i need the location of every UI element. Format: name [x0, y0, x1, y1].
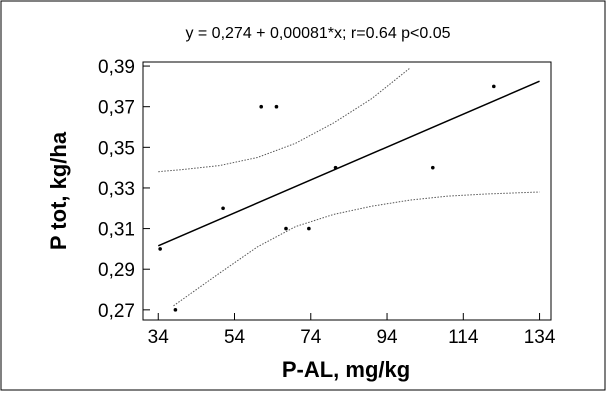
x-tick-label: 134 — [524, 327, 556, 348]
confidence-band — [158, 67, 540, 307]
data-point — [492, 84, 496, 89]
data-point — [333, 165, 338, 170]
y-tick-label: 0,39 — [98, 57, 135, 78]
data-point — [173, 308, 178, 312]
x-tick-label: 94 — [376, 327, 398, 348]
y-tick-label: 0,31 — [98, 220, 135, 241]
chart-title: y = 0,274 + 0,00081*x; r=0.64 p<0.05 — [185, 25, 450, 42]
data-point — [158, 247, 162, 251]
x-tick-label: 74 — [300, 327, 322, 348]
data-point — [307, 226, 311, 231]
data-point — [221, 206, 225, 211]
data-point — [274, 104, 279, 109]
y-tick-label: 0,29 — [98, 260, 135, 281]
y-tick-label: 0,35 — [98, 138, 135, 159]
x-tick-label: 54 — [224, 327, 246, 348]
x-tick-label: 114 — [448, 327, 479, 348]
plot-area-frame — [142, 61, 552, 321]
x-axis: 34 54 74 94 114 134 — [148, 313, 556, 348]
regression-line-group — [157, 80, 540, 247]
data-points — [158, 84, 496, 312]
y-tick-label: 0,33 — [98, 179, 135, 200]
data-point — [430, 165, 435, 170]
y-axis-label: P tot, kg/ha — [46, 131, 71, 250]
y-tick-label: 0,27 — [98, 301, 135, 322]
y-tick-label: 0,37 — [98, 98, 135, 119]
y-axis: 0,27 0,29 0,31 0,33 0,35 0,37 0,39 — [98, 57, 150, 322]
confidence-band-lower — [173, 191, 540, 307]
data-point — [259, 104, 264, 109]
x-tick-label: 34 — [148, 327, 170, 348]
x-axis-label: P-AL, mg/kg — [282, 357, 410, 382]
regression-line — [157, 80, 540, 247]
confidence-band-upper — [158, 67, 411, 173]
data-point — [284, 226, 288, 231]
